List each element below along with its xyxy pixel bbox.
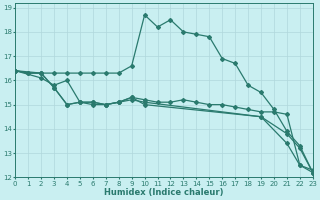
X-axis label: Humidex (Indice chaleur): Humidex (Indice chaleur) bbox=[104, 188, 224, 197]
